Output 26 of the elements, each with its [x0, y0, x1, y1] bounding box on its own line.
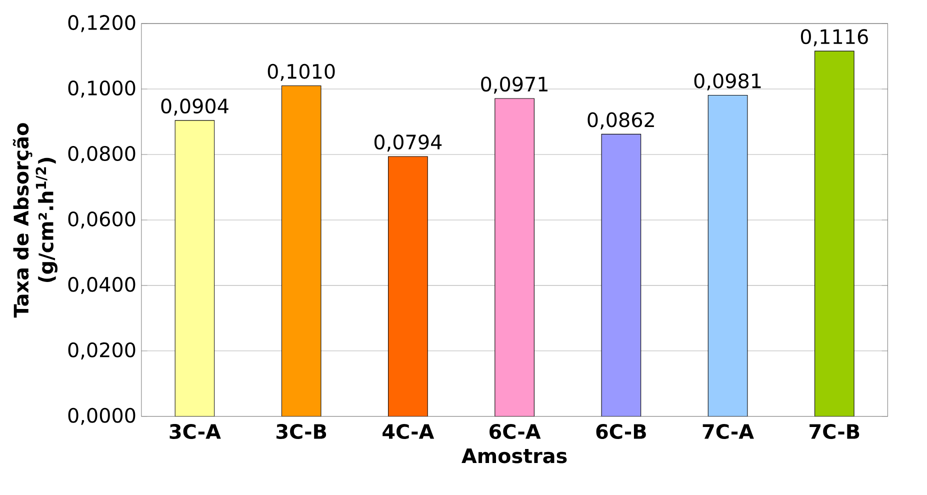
- y-tick-label: 0,0800: [68, 146, 136, 164]
- x-tick-label: 7C-A: [702, 424, 754, 440]
- x-tick-label: 3C-A: [170, 424, 221, 440]
- x-tick-label: 6C-A: [490, 424, 541, 440]
- data-label: 0,0971: [481, 76, 548, 94]
- y-tick-label: 0,0400: [68, 276, 136, 294]
- bar: [388, 156, 428, 416]
- x-tick-label: 3C-B: [276, 424, 326, 440]
- y-tick-label: 0,1200: [68, 15, 136, 32]
- x-tick-label: 7C-B: [810, 424, 860, 440]
- x-tick-label: 4C-A: [382, 424, 434, 440]
- bar: [814, 50, 854, 416]
- y-tick-label: 0,0000: [68, 408, 136, 425]
- data-label: 0,0981: [694, 73, 761, 90]
- x-tick-label: 6C-B: [596, 424, 646, 440]
- x-axis-title: Amostras: [462, 448, 567, 464]
- data-label: 0,1010: [268, 64, 335, 81]
- y-tick-label: 0,1000: [68, 80, 136, 98]
- data-label: 0,0862: [588, 112, 654, 130]
- y-tick-label: 0,0200: [68, 342, 136, 360]
- data-label: 0,0794: [374, 134, 442, 152]
- data-label: 0,0904: [161, 98, 228, 116]
- y-tick-label: 0,0600: [68, 211, 136, 229]
- bar: [174, 120, 215, 416]
- bar: [281, 86, 322, 416]
- data-label: 0,1116: [800, 29, 868, 46]
